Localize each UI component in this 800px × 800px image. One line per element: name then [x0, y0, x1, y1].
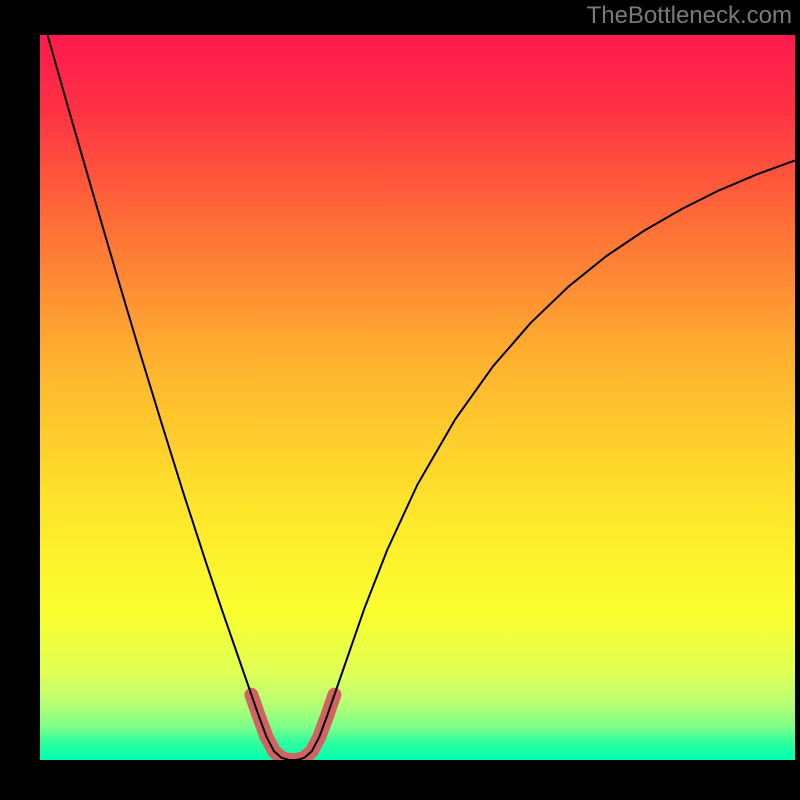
- chart-svg: [40, 35, 795, 760]
- chart-plot-area: [40, 35, 795, 760]
- attribution-text: TheBottleneck.com: [587, 2, 792, 30]
